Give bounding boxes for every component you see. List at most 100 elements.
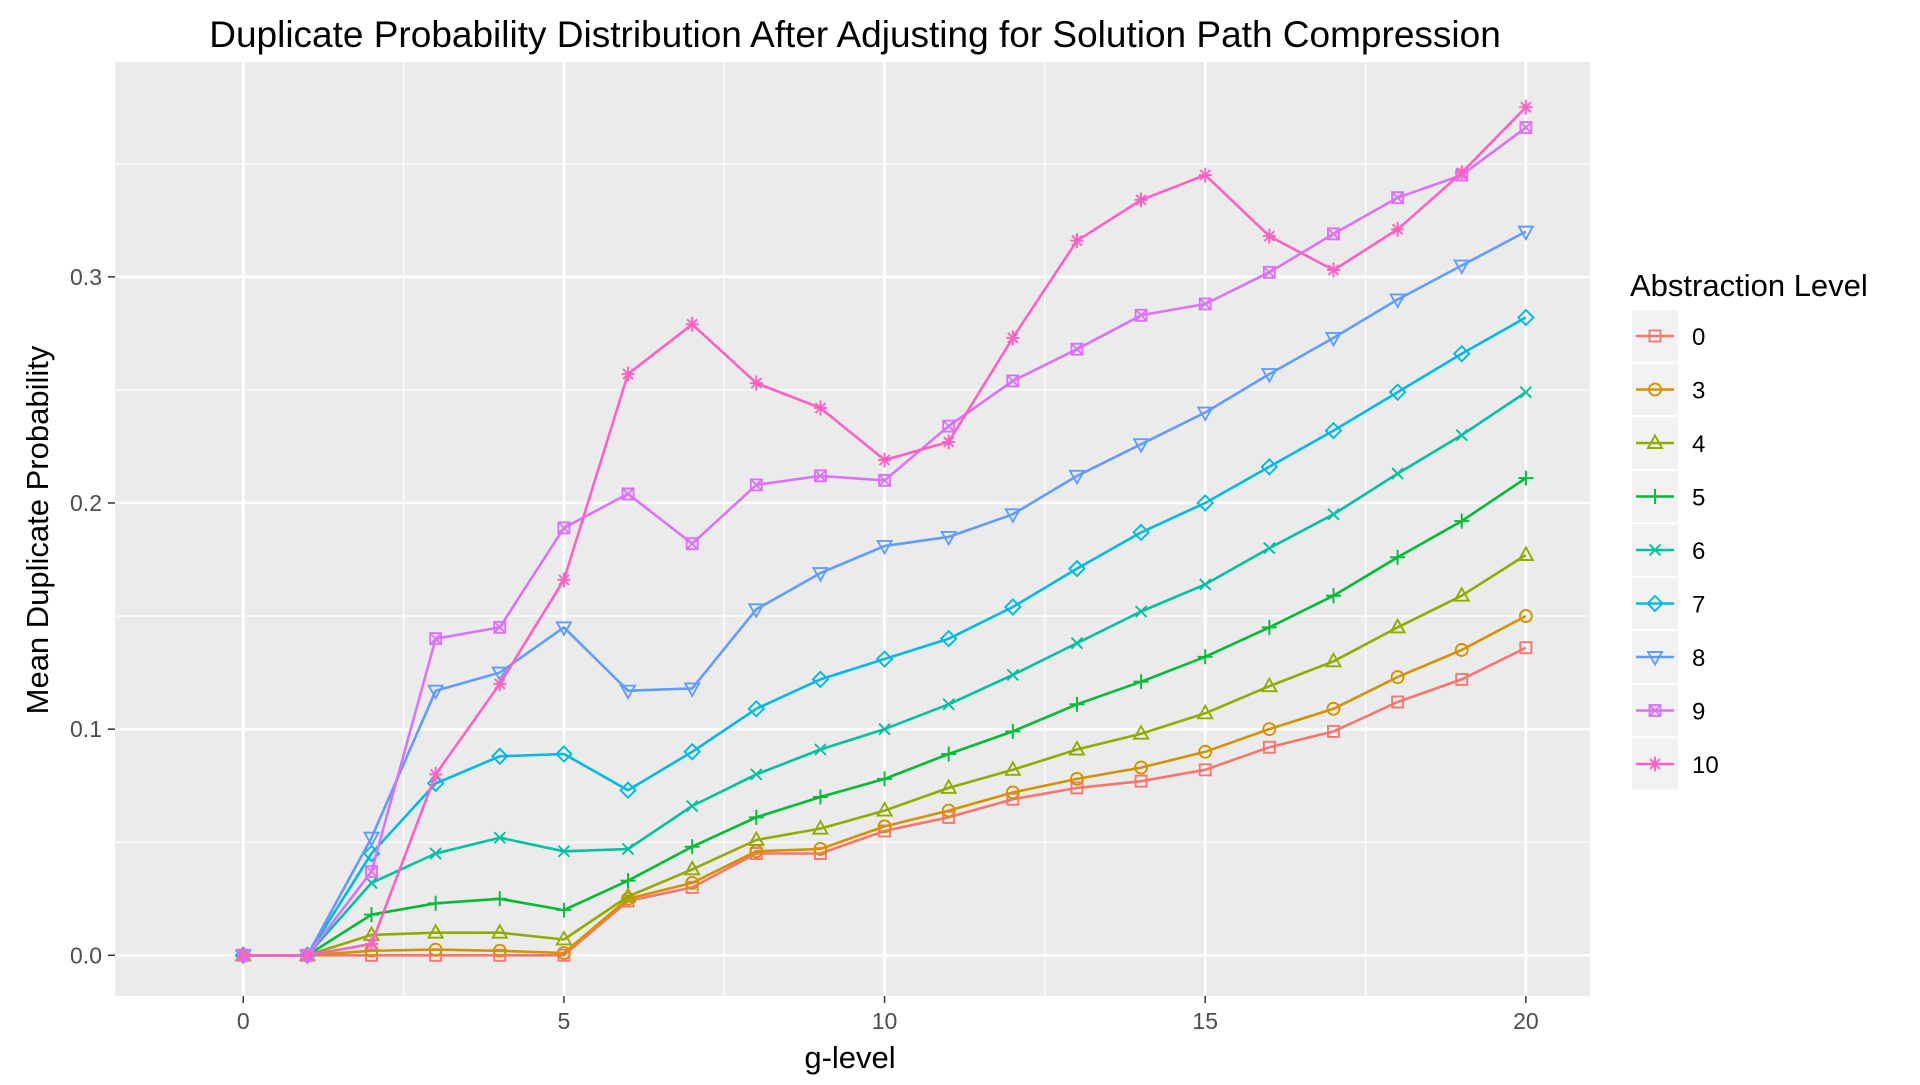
series-line-8 [243, 230, 1527, 957]
data-point [941, 803, 956, 818]
series-line-4 [243, 553, 1527, 957]
data-point [1519, 386, 1533, 399]
data-point [428, 895, 444, 911]
data-point [877, 771, 893, 787]
data-point [619, 684, 637, 701]
data-point [1005, 785, 1020, 800]
legend-label: 10 [1692, 752, 1719, 779]
data-point [1197, 649, 1213, 665]
series-8 [234, 225, 1535, 965]
data-point [429, 847, 442, 860]
data-point [813, 842, 828, 856]
data-point [1390, 670, 1405, 685]
data-point [875, 801, 894, 817]
data-point [1006, 668, 1019, 682]
data-point [811, 670, 830, 689]
y-axis-title: Mean Duplicate Probability [20, 345, 55, 714]
data-point [491, 923, 509, 939]
data-point [300, 947, 314, 963]
data-point [1070, 771, 1084, 786]
data-point [1452, 344, 1471, 363]
data-point [1003, 598, 1022, 616]
legend-item-4: 4 [1632, 417, 1705, 469]
data-point [1260, 676, 1278, 693]
data-point [556, 902, 572, 918]
legend-label: 0 [1692, 324, 1705, 351]
data-point [1006, 374, 1020, 388]
data-point [1327, 508, 1340, 521]
plot-panel [115, 62, 1590, 996]
data-point [813, 400, 827, 416]
data-point [940, 530, 958, 547]
legend: Abstraction Level 0 3 4 5 6 7 8 9 10 [1630, 268, 1868, 790]
data-point [813, 469, 827, 483]
data-point [492, 943, 507, 958]
legend-label: 8 [1692, 645, 1705, 672]
data-point [1134, 774, 1148, 788]
data-point [1391, 221, 1405, 237]
data-point [942, 419, 956, 433]
data-point [1068, 469, 1086, 486]
x-tick-label: 0 [237, 1008, 250, 1034]
data-point [1262, 265, 1276, 279]
data-point [1070, 233, 1084, 249]
x-tick-label: 5 [558, 1008, 571, 1034]
data-point [365, 865, 378, 879]
legend-key-marker [1646, 651, 1664, 667]
data-point [939, 629, 958, 648]
legend-label: 7 [1692, 592, 1705, 619]
data-point [1132, 724, 1150, 740]
data-point [1324, 651, 1343, 668]
legend-label: 3 [1692, 378, 1705, 405]
data-point [1453, 259, 1471, 275]
data-point [1518, 470, 1534, 486]
data-point [1198, 763, 1212, 777]
data-point [427, 684, 445, 701]
series-5 [235, 470, 1534, 963]
series-line-3 [243, 614, 1527, 957]
data-point [747, 699, 766, 718]
data-point [1132, 438, 1150, 454]
data-point [619, 887, 637, 903]
data-point [1196, 703, 1214, 720]
data-point [1455, 428, 1468, 442]
data-point [621, 842, 635, 856]
legend-label: 4 [1692, 431, 1705, 458]
data-point [1070, 637, 1084, 650]
data-point [555, 621, 573, 637]
data-point [1326, 262, 1340, 278]
data-point [748, 809, 764, 825]
data-point [1519, 99, 1533, 115]
data-point [428, 942, 443, 957]
data-point [1004, 508, 1022, 524]
data-point [557, 521, 571, 535]
data-point [1454, 643, 1469, 657]
data-point [1391, 467, 1404, 480]
legend-item-3: 3 [1632, 363, 1705, 416]
data-point [1263, 542, 1276, 555]
legend-key-marker [1648, 704, 1662, 717]
data-point [1388, 383, 1407, 402]
legend-item-8: 8 [1632, 631, 1705, 683]
data-point [1198, 744, 1213, 759]
data-point [620, 873, 636, 889]
y-tick-label: 0.1 [70, 716, 102, 742]
data-point [1068, 559, 1086, 578]
data-point [1327, 227, 1340, 241]
data-point [878, 452, 892, 468]
data-point [940, 778, 958, 794]
data-point [1196, 494, 1215, 512]
legend-key-marker [1646, 433, 1664, 449]
data-point [749, 375, 763, 391]
legend-label: 6 [1692, 538, 1705, 565]
data-point [877, 819, 892, 834]
data-point [1517, 545, 1535, 561]
data-point [493, 831, 506, 844]
data-point [1324, 331, 1343, 348]
data-point [1070, 781, 1084, 795]
data-point [490, 747, 509, 766]
legend-item-9: 9 [1632, 684, 1705, 737]
data-point [1004, 760, 1022, 776]
data-point [557, 845, 571, 858]
data-point [557, 572, 571, 588]
